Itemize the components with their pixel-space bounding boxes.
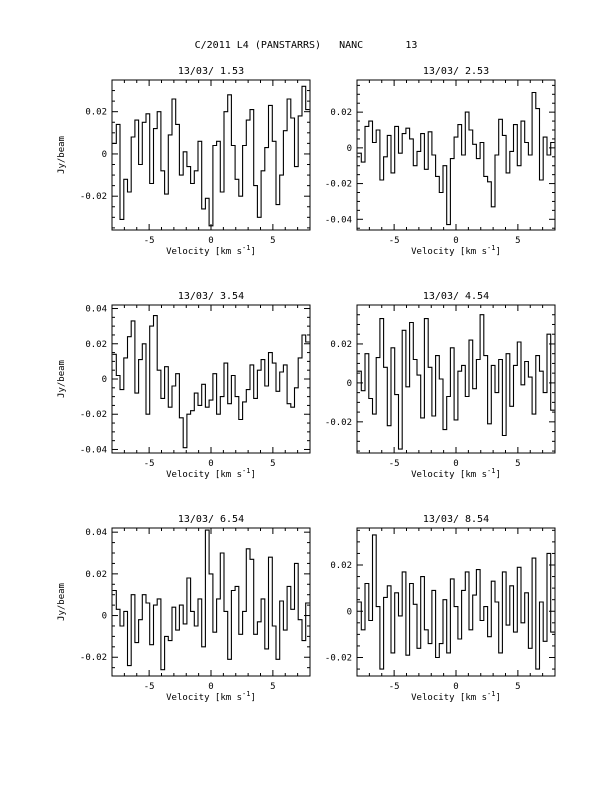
- spectrum-line: [112, 315, 310, 449]
- x-axis-label-main: Velocity [km s: [411, 247, 487, 257]
- panel-title: 13/03/ 1.53: [178, 66, 244, 77]
- x-tick-label: 0: [208, 236, 213, 246]
- x-axis-label-main: Velocity [km s: [411, 470, 487, 480]
- x-tick-label: -5: [389, 236, 400, 246]
- x-tick-label: 0: [453, 459, 458, 469]
- y-tick-label: -0.02: [80, 192, 107, 202]
- panel-5: 13/03/ 6.54 -5 0 5 -0.02 0 0.02 0.04 Velocity [k…: [57, 514, 311, 703]
- x-tick-label: 0: [453, 236, 458, 246]
- panel-title: 13/03/ 6.54: [178, 514, 244, 525]
- plot-frame: [356, 304, 556, 454]
- x-axis-label-end: ]: [495, 470, 500, 480]
- x-axis-label: Velocity [km s-1]: [411, 467, 501, 480]
- x-axis-label: Velocity [km s-1]: [411, 244, 501, 257]
- x-axis-label-main: Velocity [km s: [411, 693, 487, 703]
- x-axis-label-sup: -1: [242, 244, 250, 252]
- plot-frame: [111, 527, 311, 677]
- x-axis-label-end: ]: [250, 693, 255, 703]
- x-tick-label: 5: [515, 236, 520, 246]
- y-tick-label: -0.02: [325, 418, 352, 428]
- y-tick-label: -0.02: [325, 180, 352, 190]
- x-tick-label: 0: [453, 682, 458, 692]
- y-tick-label: 0.02: [85, 570, 107, 580]
- y-tick-label: 0.02: [85, 108, 107, 118]
- x-axis-label-sup: -1: [487, 690, 495, 698]
- y-tick-label: 0.04: [85, 528, 107, 538]
- y-tick-label: 0: [347, 607, 352, 617]
- x-tick-label: -5: [144, 236, 155, 246]
- x-tick-label: -5: [389, 682, 400, 692]
- panel-4: 13/03/ 4.54 -5 0 5 -0.02 0 0.02 Velocity [km s-…: [325, 291, 556, 480]
- y-tick-label: 0.02: [330, 108, 352, 118]
- y-tick-label: 0: [102, 375, 107, 385]
- spectrum-line: [112, 85, 310, 227]
- x-tick-label: -5: [389, 459, 400, 469]
- panel-6: 13/03/ 8.54 -5 0 5 -0.02 0 0.02 Velocity [km s-…: [325, 514, 556, 703]
- plot-frame: [356, 527, 556, 677]
- x-axis-label-end: ]: [495, 247, 500, 257]
- panel-title: 13/03/ 4.54: [423, 291, 489, 302]
- y-tick-label: -0.02: [325, 654, 352, 664]
- x-axis-label-sup: -1: [242, 467, 250, 475]
- y-tick-label: -0.02: [80, 410, 107, 420]
- y-tick-label: 0.02: [330, 561, 352, 571]
- x-tick-label: 5: [515, 682, 520, 692]
- spectrum-line: [357, 534, 555, 670]
- panel-title: 13/03/ 8.54: [423, 514, 489, 525]
- spectrum-line: [357, 91, 555, 226]
- x-axis-label-main: Velocity [km s: [166, 247, 242, 257]
- x-axis-label: Velocity [km s-1]: [411, 690, 501, 703]
- x-axis-label-sup: -1: [487, 467, 495, 475]
- x-tick-label: -5: [144, 459, 155, 469]
- y-tick-label: -0.04: [325, 215, 352, 225]
- plot-frame: [111, 304, 311, 454]
- y-tick-label: 0: [347, 144, 352, 154]
- spectrum-line: [357, 314, 555, 450]
- y-tick-label: 0.04: [85, 305, 107, 315]
- panel-2: 13/03/ 2.53 -5 0 5 -0.04 -0.02 0 0.02 Velocity […: [325, 66, 556, 257]
- y-tick-label: 0: [347, 379, 352, 389]
- y-tick-label: 0.02: [85, 340, 107, 350]
- x-tick-label: -5: [144, 682, 155, 692]
- x-axis-label-end: ]: [495, 693, 500, 703]
- x-axis-label-sup: -1: [242, 690, 250, 698]
- plot-frame: [111, 79, 311, 231]
- plot-frame: [356, 79, 556, 231]
- panel-title: 13/03/ 2.53: [423, 66, 489, 77]
- y-tick-label: -0.04: [80, 445, 107, 455]
- x-axis-label-end: ]: [250, 470, 255, 480]
- y-axis-label: Jy/beam: [57, 136, 67, 174]
- x-tick-label: 5: [270, 682, 275, 692]
- x-axis-label-main: Velocity [km s: [166, 470, 242, 480]
- x-tick-label: 0: [208, 682, 213, 692]
- spectrum-line: [112, 529, 310, 671]
- y-tick-label: 0: [102, 150, 107, 160]
- x-axis-label-main: Velocity [km s: [166, 693, 242, 703]
- panel-1: 13/03/ 1.53 -5 0 5 -0.02 0 0.02 Velocity [km s-…: [57, 66, 311, 257]
- x-tick-label: 5: [515, 459, 520, 469]
- x-axis-label-sup: -1: [487, 244, 495, 252]
- x-axis-label: Velocity [km s-1]: [166, 690, 256, 703]
- y-tick-label: 0: [102, 612, 107, 622]
- x-tick-label: 5: [270, 459, 275, 469]
- x-axis-label-end: ]: [250, 247, 255, 257]
- x-axis-label: Velocity [km s-1]: [166, 244, 256, 257]
- page-title: C/2011 L4 (PANSTARRS) NANC 13: [195, 40, 418, 51]
- y-tick-label: 0.02: [330, 340, 352, 350]
- y-axis-label: Jy/beam: [57, 360, 67, 398]
- y-axis-label: Jy/beam: [57, 583, 67, 621]
- x-tick-label: 5: [270, 236, 275, 246]
- panel-title: 13/03/ 3.54: [178, 291, 244, 302]
- x-tick-label: 0: [208, 459, 213, 469]
- y-tick-label: -0.02: [80, 653, 107, 663]
- panel-3: 13/03/ 3.54 -5 0 5 -0.04 -0.02 0 0.02 0.04 Veloci…: [57, 291, 311, 480]
- x-axis-label: Velocity [km s-1]: [166, 467, 256, 480]
